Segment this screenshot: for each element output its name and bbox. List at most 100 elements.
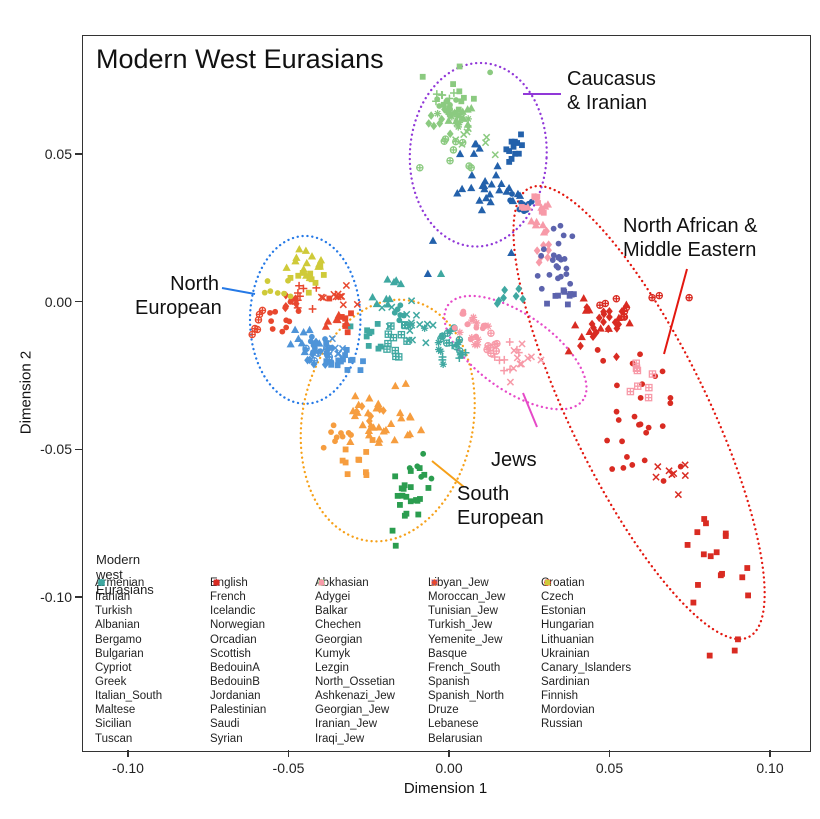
x-tick-mark	[127, 750, 129, 757]
annotation-north-european: North European	[135, 273, 222, 319]
legend-item-label: Georgian	[315, 633, 363, 646]
triangle-marker-icon	[544, 578, 551, 586]
series-saudi	[652, 461, 689, 499]
legend-item-label: French_South	[428, 661, 501, 674]
series-spanish_north	[353, 402, 387, 431]
series-sicilian	[420, 324, 465, 368]
circle-marker-icon	[432, 580, 437, 585]
legend-item: Sardinian	[541, 580, 631, 689]
legend-item-label: Canary_Islanders	[541, 661, 632, 674]
legend-column: Armenian Iranian Turkish Albanian Bergamo Bul…	[95, 576, 162, 746]
legend-item-label: Ashkenazi_Jew	[315, 690, 395, 703]
legend-item-label: Abkhasian	[315, 577, 369, 590]
x-tick-label: 0.05	[595, 760, 624, 776]
legend-item-label: Jordanian	[210, 690, 261, 703]
legend-item: Jordanian	[210, 578, 266, 703]
series-scottish	[302, 343, 334, 365]
legend-item-label: BedouinB	[210, 676, 260, 689]
legend-item-label: Basque	[428, 647, 468, 660]
annotation-caucasus-iranian: Caucasus & Iranian	[567, 68, 656, 114]
legend-item: Saudi	[210, 579, 266, 731]
legend-item: Czech	[541, 578, 631, 604]
legend-item-label: Czech	[541, 591, 574, 604]
legend-item-label: English	[210, 577, 248, 590]
y-tick-label: -0.10	[40, 589, 72, 605]
x-tick-label: -0.05	[272, 760, 305, 776]
legend-item-label: Spanish	[428, 676, 470, 689]
series-kumyk	[416, 135, 475, 172]
legend-item-label: Sardinian	[541, 676, 590, 689]
series-basque	[320, 422, 354, 451]
annotation-line-jews	[522, 392, 538, 428]
legend-item: BedouinB	[210, 580, 266, 689]
legend-item: Albanian	[95, 580, 162, 632]
series-finnish	[261, 277, 294, 300]
series-yemenite_jew	[626, 359, 657, 402]
legend-item-label: Balkar	[315, 605, 348, 618]
x-tick-mark	[769, 750, 771, 757]
legend-item-label: Iranian	[95, 591, 131, 604]
legend-item: Hungarian	[541, 579, 631, 632]
legend-item: Greek	[95, 579, 162, 689]
legend-item-label: Italian_South	[95, 690, 163, 703]
annotation-north-african-middle-eastern: North African & Middle Eastern	[623, 215, 758, 261]
legend-item: Balkar	[315, 578, 395, 618]
legend-item: Croatian	[541, 576, 631, 590]
annotation-line-north-european	[221, 287, 256, 295]
series-albanian	[391, 302, 407, 324]
legend-item: Druze	[428, 580, 505, 717]
legend-item-label: Greek	[95, 676, 127, 689]
legend-item-label: Turkish_Jew	[428, 619, 493, 632]
legend-item: Iranian_Jew	[315, 578, 395, 731]
legend-item: Cypriot	[95, 578, 162, 675]
y-tick-label: -0.05	[40, 441, 72, 458]
legend-item: French	[210, 580, 266, 604]
series-spanish	[346, 379, 426, 446]
legend-item-label: Iranian_Jew	[315, 718, 378, 731]
legend-item: Mordovian	[541, 580, 631, 717]
legend-item-label: Norwegian	[210, 619, 265, 632]
legend-item: Bergamo	[95, 580, 162, 647]
cluster-ellipse-north-european	[248, 234, 362, 405]
circle-plus-marker-icon	[213, 579, 220, 586]
legend-item: Finnish	[541, 580, 631, 703]
annotation-line-north-african-middle-eastern	[663, 268, 688, 355]
series-moroccan_jew	[483, 329, 501, 358]
scatter-plot-canvas	[221, 61, 766, 659]
legend-item-label: Lithuanian	[541, 633, 595, 646]
x-axis-label: Dimension 1	[403, 780, 488, 797]
series-russian	[282, 244, 326, 282]
legend-item-label: Sicilian	[95, 718, 132, 731]
legend-item: Tuscan	[95, 579, 162, 746]
legend-item-label: Adygei	[315, 591, 351, 604]
legend-item: Maltese	[95, 579, 162, 717]
series-libyan_jew	[506, 340, 545, 386]
series-lebanese	[544, 287, 577, 308]
legend-item: Moroccan_Jew	[428, 579, 505, 604]
series-turkish_jew	[456, 313, 492, 349]
series-bergamo	[347, 321, 384, 352]
series-hungarian	[317, 281, 361, 309]
series-syrian	[596, 291, 693, 321]
legend-item-label: Spanish_North	[428, 690, 505, 703]
y-tick-mark	[75, 596, 82, 598]
legend-item: BedouinA	[210, 580, 266, 675]
legend-item-label: Lezgin	[315, 661, 349, 674]
series-iranian	[503, 131, 525, 165]
legend-item-label: Orcadian	[210, 633, 257, 646]
annotation-jews: Jews	[491, 449, 537, 471]
square-plus-marker-icon	[98, 579, 105, 586]
legend-item: Chechen	[315, 578, 395, 632]
legend-item-label: Syrian	[210, 732, 243, 745]
legend-item-label: Estonian	[541, 605, 586, 618]
legend-item-label: Armenian	[95, 577, 145, 590]
series-french	[323, 340, 366, 374]
legend-item-label: Belarusian	[428, 732, 483, 745]
legend-item-label: Yemenite_Jew	[428, 633, 503, 646]
y-tick-mark	[75, 153, 82, 155]
series-french_south	[339, 437, 376, 478]
series-czech	[321, 310, 351, 330]
legend-item-label: Hungarian	[541, 619, 595, 632]
cluster-ellipse-north-african-middle-eastern	[512, 184, 766, 641]
